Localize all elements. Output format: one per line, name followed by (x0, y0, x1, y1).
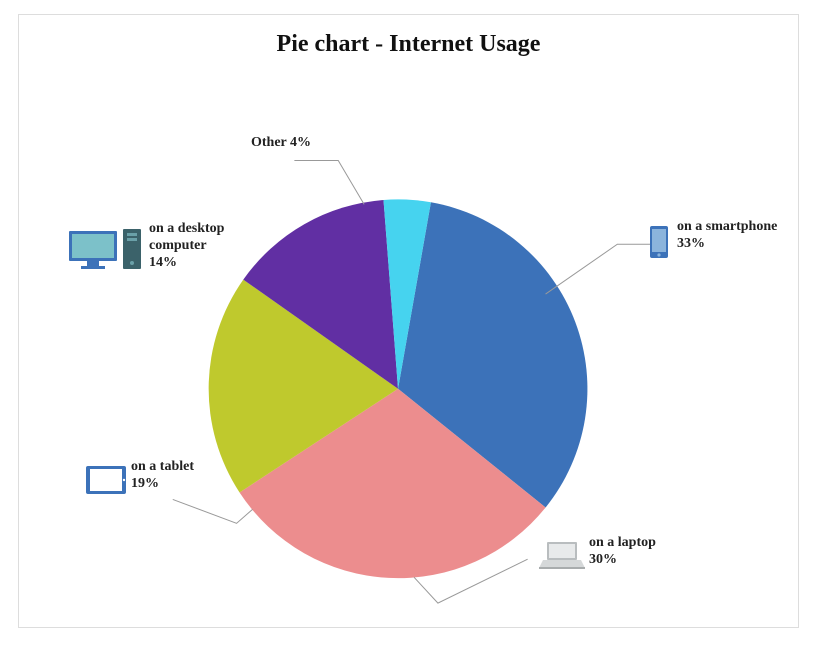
slice-label-text: on a laptop (589, 535, 656, 550)
chart-panel: Pie chart - Internet Usage on a smartpho… (18, 14, 799, 628)
leader-line (546, 244, 664, 294)
leader-line (173, 499, 253, 523)
tablet-icon (85, 465, 127, 500)
slice-percent: 33% (677, 236, 705, 251)
desktop-icon (67, 227, 145, 278)
slice-percent: 19% (131, 476, 159, 491)
slice-label: on a laptop 30% (589, 535, 689, 569)
slice-percent: 30% (589, 552, 617, 567)
slice-label-text: on a smartphone (677, 219, 777, 234)
slice-label-text: Other (251, 135, 287, 150)
slice-label: Other 4% (251, 135, 371, 152)
smartphone-icon (649, 225, 669, 264)
slice-label: on a tablet 19% (131, 459, 231, 493)
slice-label: on a smartphone 33% (677, 219, 797, 253)
leader-line (294, 161, 364, 205)
slice-label-text: on a desktop computer (149, 221, 224, 253)
slice-percent: 4% (290, 135, 311, 150)
slice-percent: 14% (149, 255, 177, 270)
slice-label: on a desktop computer 14% (149, 221, 269, 271)
laptop-icon (539, 540, 585, 575)
slice-label-text: on a tablet (131, 459, 194, 474)
